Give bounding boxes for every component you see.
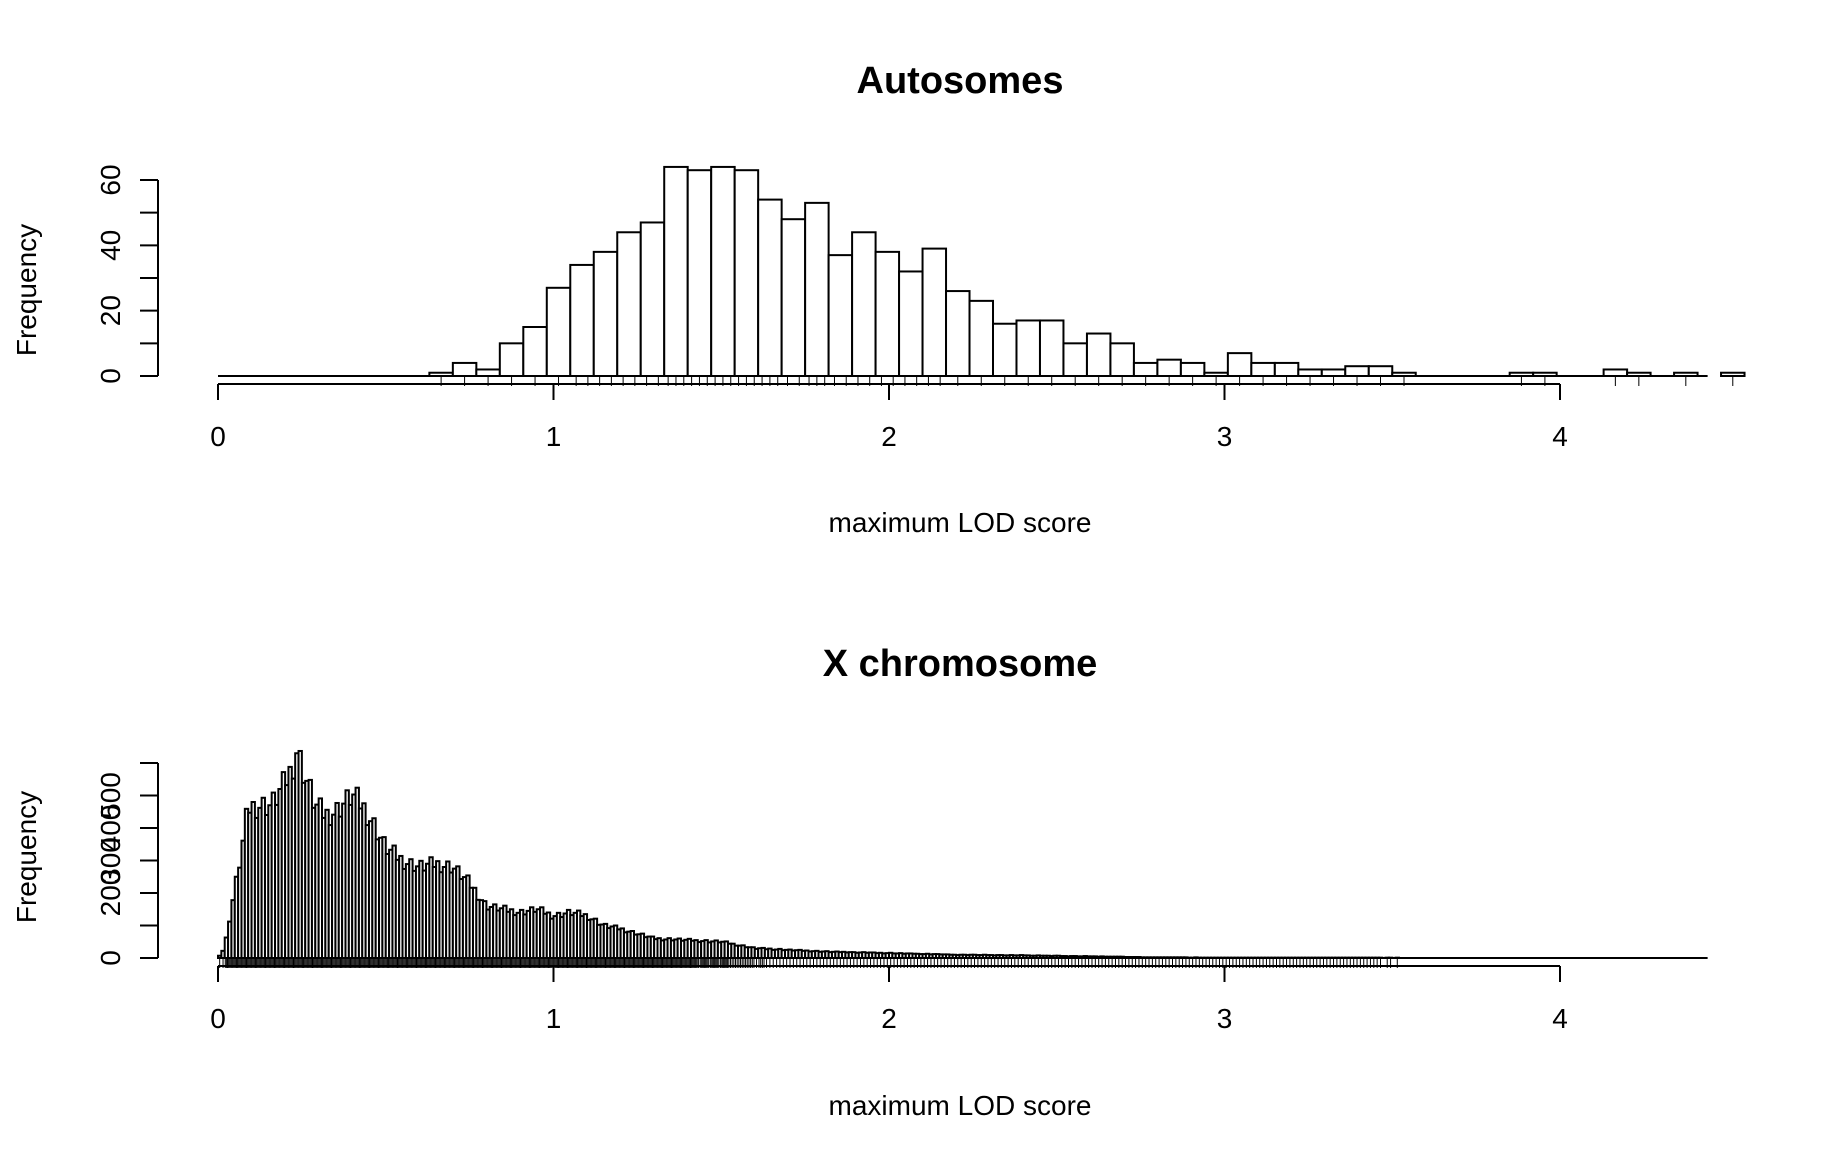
x-axis: 0 1 2 3 4 [210, 965, 1568, 1034]
histogram-bar [710, 165, 736, 377]
panel-autosomes: Autosomes 0 1 2 3 4 0 20 40 60 maximum LOD scor… [11, 60, 1746, 538]
histogram-bar [1273, 361, 1300, 377]
histogram-bar [1532, 371, 1558, 378]
histogram-bar [1085, 332, 1112, 377]
histogram-bar [1626, 371, 1652, 378]
x-axis-label: maximum LOD score [829, 507, 1092, 538]
histogram-bar [1297, 368, 1323, 378]
histogram-bar [968, 299, 995, 377]
histogram-bar [1250, 361, 1276, 377]
histogram-bar [1109, 342, 1135, 377]
y-tick-label: 60 [95, 164, 126, 195]
histogram-bar [1367, 365, 1394, 378]
x-axis: 0 1 2 3 4 [210, 383, 1568, 452]
x-tick-label: 2 [881, 1003, 897, 1034]
histogram-bars [218, 165, 1746, 378]
y-tick-label: 400 [95, 805, 126, 852]
histogram-bar [475, 368, 501, 378]
histogram-bar [639, 221, 666, 377]
y-tick-label: 200 [95, 870, 126, 917]
y-tick-label: 0 [95, 368, 126, 384]
histogram-bar [522, 326, 548, 377]
y-tick-label: 300 [95, 837, 126, 884]
x-tick-label: 4 [1552, 421, 1568, 452]
x-tick-label: 2 [881, 421, 897, 452]
histogram-bar [827, 254, 854, 378]
x-tick-label: 1 [546, 421, 562, 452]
histogram-bar [921, 247, 948, 378]
histogram-bar [898, 270, 924, 377]
histogram-bar [1038, 319, 1065, 377]
y-axis: 0 20 40 60 [95, 164, 159, 384]
histogram-bar [874, 250, 901, 377]
histogram-bar [1226, 352, 1253, 378]
x-tick-label: 0 [210, 1003, 226, 1034]
histogram-bar [663, 165, 689, 377]
histogram-bar [1132, 361, 1159, 377]
histogram-bar [780, 218, 807, 377]
histogram-bar [1179, 361, 1206, 377]
chart-title: Autosomes [857, 60, 1064, 102]
histogram-bar [569, 263, 595, 377]
histogram-bar [545, 286, 572, 377]
x-tick-label: 4 [1552, 1003, 1568, 1034]
histogram-bar [1344, 365, 1370, 378]
histogram-bar [1015, 319, 1041, 377]
histogram-bar [733, 169, 760, 377]
y-tick-label: 40 [95, 230, 126, 261]
histogram-bar [1203, 371, 1229, 378]
histogram-bar [757, 198, 783, 377]
histogram-bar [1391, 371, 1417, 378]
y-tick-label: 20 [95, 295, 126, 326]
histogram-bar [1602, 368, 1629, 378]
histogram-bar [1720, 371, 1746, 378]
x-tick-label: 3 [1217, 421, 1233, 452]
x-tick-label: 3 [1217, 1003, 1233, 1034]
y-axis-label: Frequency [11, 791, 42, 923]
histogram-bar [851, 231, 877, 377]
x-tick-label: 1 [546, 1003, 562, 1034]
histogram-bar [592, 250, 619, 377]
histogram-bar [804, 201, 830, 377]
histogram-bar [428, 371, 454, 378]
histogram-bar [992, 322, 1018, 378]
histogram-bar [686, 169, 713, 377]
histogram-bar [1673, 371, 1699, 378]
histogram-bar [616, 231, 642, 377]
x-tick-label: 0 [210, 421, 226, 452]
y-tick-label: 500 [95, 772, 126, 819]
histogram-bar [498, 342, 525, 377]
histogram-bar [451, 361, 478, 377]
x-axis-label: maximum LOD score [829, 1090, 1092, 1121]
histogram-bar [945, 290, 971, 378]
histogram-bar [1062, 342, 1088, 377]
histogram-bar [1156, 358, 1182, 378]
histogram-bar [1320, 368, 1347, 378]
histogram-bar [1508, 371, 1535, 378]
histogram-bars [217, 749, 1708, 960]
y-axis-label: Frequency [11, 224, 42, 356]
y-tick-label: 0 [95, 950, 126, 966]
chart-title: X chromosome [823, 643, 1098, 685]
